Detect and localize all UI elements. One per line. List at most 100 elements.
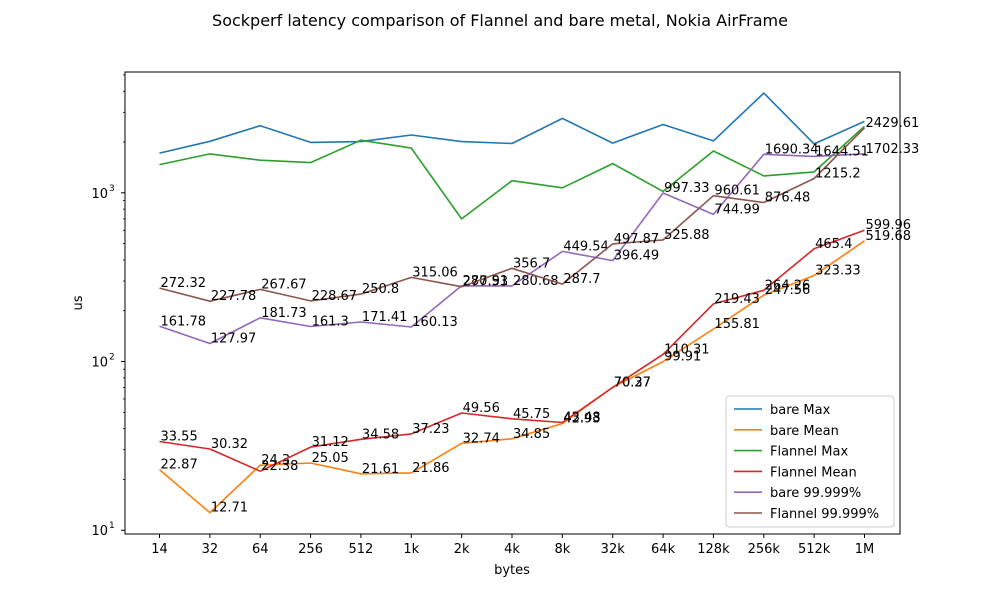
- y-tick-label: 10: [91, 356, 108, 371]
- data-label: 155.81: [714, 317, 760, 332]
- data-label: 960.61: [714, 184, 760, 199]
- data-label: 49.56: [463, 401, 500, 416]
- data-label: 287.7: [563, 272, 600, 287]
- data-label: 277.53: [463, 275, 509, 290]
- data-label: 21.86: [412, 461, 449, 476]
- data-label: 228.67: [312, 289, 358, 304]
- y-tick-exponent: 1: [109, 521, 115, 531]
- data-label: 1702.33: [866, 142, 920, 157]
- x-tick-label: 64: [252, 542, 269, 557]
- x-tick-label: 64k: [651, 542, 676, 557]
- data-label: 24.3: [261, 453, 290, 468]
- data-label: 34.85: [513, 427, 550, 442]
- legend-item: Flannel Max: [734, 445, 848, 460]
- y-tick-exponent: 3: [109, 184, 115, 194]
- data-label: 161.3: [312, 314, 349, 329]
- series-line: [159, 127, 866, 303]
- y-axis-label: us: [71, 295, 86, 310]
- data-label: 22.87: [161, 458, 198, 473]
- data-label: 70.37: [614, 375, 651, 390]
- legend: bare Max bare Mean Flannel Max Flannel Mean…: [725, 395, 895, 528]
- legend-item: bare Mean: [734, 424, 839, 439]
- data-label: 45.75: [513, 407, 550, 422]
- legend-box: [725, 395, 895, 528]
- series-line: [159, 125, 866, 220]
- legend-label: Flannel Mean: [770, 465, 857, 480]
- data-label: 171.41: [362, 310, 408, 325]
- data-label: 525.88: [664, 228, 710, 243]
- y-tick-label: 10: [91, 524, 108, 539]
- data-label: 219.43: [714, 292, 760, 307]
- data-label: 267.67: [261, 277, 307, 292]
- data-label: 744.99: [714, 202, 760, 217]
- data-label: 1690.34: [765, 142, 819, 157]
- series-line: [159, 92, 865, 154]
- x-tick-label: 2k: [454, 542, 470, 557]
- legend-item: Flannel 99.999%: [734, 507, 879, 522]
- series-line: [158, 240, 865, 514]
- series-flannel-mean: 33.55 30.32 22.38 31.12 34.58 37.23 49.56 45.75…: [159, 218, 912, 474]
- legend-label: Flannel Max: [770, 445, 848, 460]
- legend-item: bare Max: [734, 403, 831, 418]
- x-tick-label: 512: [349, 542, 374, 557]
- x-tick-label: 128k: [697, 542, 730, 557]
- data-label: 127.97: [211, 331, 257, 346]
- data-label: 99.91: [664, 350, 701, 365]
- data-label: 264.26: [765, 278, 811, 293]
- chart-title: Sockperf latency comparison of Flannel a…: [212, 11, 788, 30]
- data-label: 34.58: [362, 427, 399, 442]
- data-label: 181.73: [261, 306, 307, 321]
- data-label: 1215.2: [815, 167, 861, 182]
- series-bare-mean: 22.87 12.71 24.3 25.05 21.61 21.86 32.74 34.85 4…: [158, 229, 911, 516]
- data-label: 876.48: [765, 190, 811, 205]
- data-label: 161.78: [161, 314, 207, 329]
- x-tick-label: 8k: [554, 542, 570, 557]
- data-label: 31.12: [312, 435, 349, 450]
- data-label: 356.7: [513, 256, 550, 271]
- legend-label: Flannel 99.999%: [770, 507, 879, 522]
- data-label: 30.32: [211, 437, 248, 452]
- data-label: 43.48: [563, 411, 600, 426]
- data-label: 110.31: [664, 342, 710, 357]
- legend-label: bare Mean: [770, 424, 839, 439]
- data-label: 396.49: [614, 249, 660, 264]
- data-label: 70.27: [614, 375, 651, 390]
- x-tick-label: 256k: [748, 542, 781, 557]
- data-label: 250.8: [362, 282, 399, 297]
- data-label: 32.74: [463, 431, 500, 446]
- data-label: 33.55: [161, 430, 198, 445]
- legend-label: bare Max: [770, 403, 831, 418]
- x-tick-label: 14: [151, 542, 168, 557]
- data-label: 272.32: [161, 276, 207, 291]
- data-label: 247.56: [765, 283, 811, 298]
- data-label: 280.68: [513, 274, 559, 289]
- legend-item: Flannel Mean: [734, 465, 857, 480]
- x-tick-label: 1k: [403, 542, 419, 557]
- data-label: 2429.61: [866, 116, 920, 131]
- series-bare-max: [159, 92, 865, 154]
- x-tick-label: 32k: [601, 542, 626, 557]
- x-tick-label: 4k: [504, 542, 520, 557]
- data-label: 37.23: [412, 422, 449, 437]
- series-flannel-max: [159, 125, 866, 220]
- data-label: 449.54: [563, 239, 609, 254]
- data-label: 25.05: [312, 451, 349, 466]
- series-flannel-99-999-: 272.32 227.78 267.67 228.67 250.8 315.06 277.5…: [159, 116, 920, 304]
- data-label: 160.13: [412, 315, 458, 330]
- series-bare-99-999-: 161.78 127.97 181.73 161.3 171.41 160.13 280.9…: [159, 142, 920, 346]
- series-line: [159, 229, 865, 473]
- legend-label: bare 99.999%: [770, 486, 861, 501]
- data-label: 599.96: [866, 218, 912, 233]
- x-axis: 14 32 64 256 512 1k 2k 4k 8k 32k 64k 128k 256k 512k 1M: [151, 534, 874, 557]
- data-label: 21.61: [362, 462, 399, 477]
- x-tick-label: 1M: [855, 542, 875, 557]
- data-label: 997.33: [664, 181, 710, 196]
- data-label: 22.38: [261, 459, 298, 474]
- x-tick-label: 256: [298, 542, 323, 557]
- legend-item: bare 99.999%: [734, 486, 861, 501]
- x-tick-label: 512k: [798, 542, 831, 557]
- y-tick-label: 10: [91, 187, 108, 202]
- data-label: 280.91: [463, 274, 509, 289]
